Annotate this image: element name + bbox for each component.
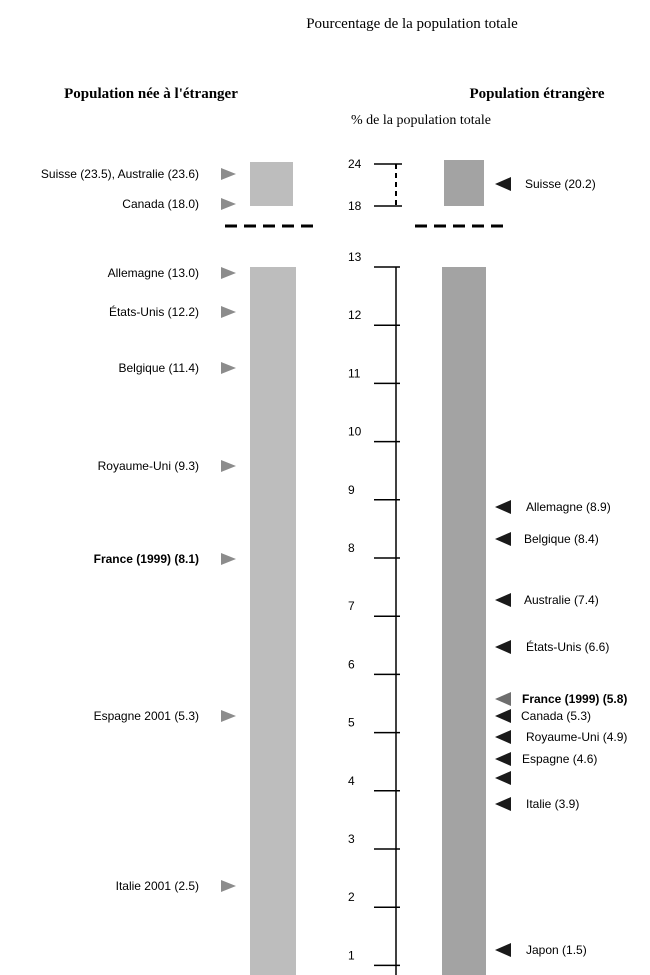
left-label-4: Belgique (11.4) (119, 361, 200, 375)
left-label-3: États-Unis (12.2) (109, 304, 199, 319)
right-marker-6 (495, 709, 511, 723)
tick-label-1: 1 (348, 948, 355, 962)
chart-title: Pourcentage de la population totale (306, 16, 518, 32)
right-marker-10 (495, 797, 511, 811)
bar-left-lower (250, 267, 296, 975)
tick-label-9: 9 (348, 483, 355, 497)
right-label-7: Royaume-Uni (4.9) (526, 730, 627, 744)
right-marker-9 (495, 771, 511, 785)
bar-left-upper (250, 162, 293, 206)
right-marker-3 (495, 593, 511, 607)
right-label-10: Italie (3.9) (526, 797, 579, 811)
left-marker-6 (221, 553, 236, 565)
left-marker-1 (221, 198, 236, 210)
right-marker-8 (495, 752, 511, 766)
left-label-1: Canada (18.0) (122, 197, 199, 211)
left-label-7: Espagne 2001 (5.3) (94, 709, 199, 723)
right-marker-5 (495, 692, 511, 706)
left-series-markers: Suisse (23.5), Australie (23.6) Canada (1… (41, 167, 236, 893)
right-label-4: États-Unis (6.6) (526, 639, 609, 654)
tick-label-6: 6 (348, 657, 355, 671)
right-label-8: Espagne (4.6) (522, 752, 597, 766)
right-series-markers: Suisse (20.2) Allemagne (8.9) Belgique (8.… (495, 177, 627, 957)
tick-label-5: 5 (348, 716, 355, 730)
left-marker-8 (221, 880, 236, 892)
left-marker-0 (221, 168, 236, 180)
left-label-2: Allemagne (13.0) (108, 266, 199, 280)
right-heading: Population étrangère (469, 86, 604, 102)
tick-label-18: 18 (348, 199, 362, 213)
axis-ticks: 24 18 13 12 11 10 9 8 7 6 5 4 3 2 1 (348, 157, 402, 967)
right-label-2: Belgique (8.4) (524, 532, 599, 546)
tick-label-3: 3 (348, 832, 355, 846)
left-marker-5 (221, 460, 236, 472)
left-marker-2 (221, 267, 236, 279)
left-label-5: Royaume-Uni (9.3) (98, 459, 199, 473)
left-marker-4 (221, 362, 236, 374)
tick-label-13: 13 (348, 250, 362, 264)
tick-label-10: 10 (348, 425, 362, 439)
right-label-1: Allemagne (8.9) (526, 500, 611, 514)
right-label-6: Canada (5.3) (521, 709, 591, 723)
tick-label-24: 24 (348, 157, 362, 171)
bar-right-lower (442, 267, 486, 975)
left-label-6: France (1999) (8.1) (94, 552, 199, 566)
right-marker-7 (495, 730, 511, 744)
tick-label-8: 8 (348, 541, 355, 555)
left-label-0: Suisse (23.5), Australie (23.6) (41, 167, 199, 181)
right-label-0: Suisse (20.2) (525, 177, 596, 191)
tick-label-12: 12 (348, 308, 362, 322)
tick-label-2: 2 (348, 890, 355, 904)
right-label-11: Japon (1.5) (526, 943, 587, 957)
left-label-8: Italie 2001 (2.5) (116, 879, 199, 893)
tick-label-4: 4 (348, 774, 355, 788)
right-label-3: Australie (7.4) (524, 593, 599, 607)
right-marker-2 (495, 532, 511, 546)
tick-label-11: 11 (348, 366, 361, 380)
right-marker-11 (495, 943, 511, 957)
tick-label-7: 7 (348, 599, 355, 613)
right-marker-1 (495, 500, 511, 514)
right-marker-4 (495, 640, 511, 654)
bar-right-upper (444, 160, 484, 206)
axis-label: % de la population totale (351, 113, 491, 128)
left-heading: Population née à l'étranger (64, 86, 238, 102)
right-label-5: France (1999) (5.8) (522, 692, 627, 706)
left-marker-7 (221, 710, 236, 722)
right-marker-0 (495, 177, 511, 191)
left-marker-3 (221, 306, 236, 318)
